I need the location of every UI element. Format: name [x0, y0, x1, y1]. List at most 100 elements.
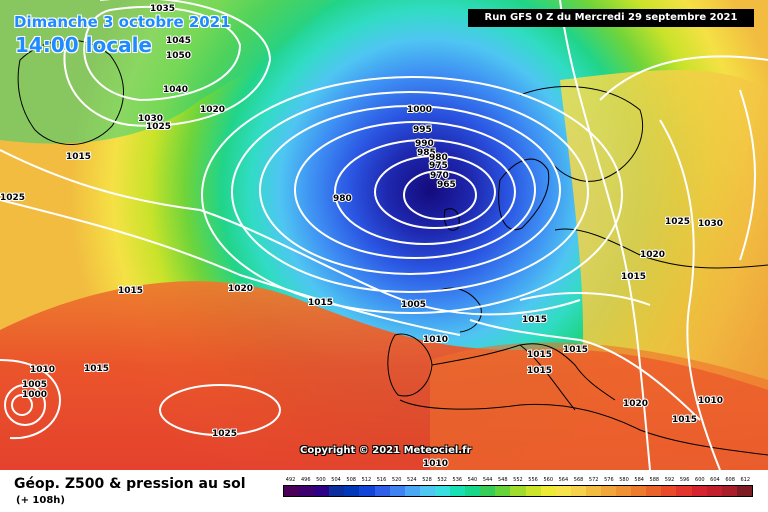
isobar-labels: 1035 1045 1050 1040 1030 1025 1020 1015 …	[0, 3, 724, 470]
isobar-label: 1005	[22, 380, 47, 390]
isobar-label: 1010	[423, 459, 448, 469]
color-scale-label: 556	[528, 477, 538, 483]
isobar-label: 1035	[150, 4, 175, 14]
color-scale-swatch	[284, 486, 300, 496]
color-scale-label: 524	[407, 477, 417, 483]
color-scale-swatch	[480, 486, 496, 496]
color-scale-swatch	[359, 486, 375, 496]
color-scale-label: 600	[695, 477, 705, 483]
color-scale-swatch	[540, 486, 556, 496]
color-scale-swatch	[404, 486, 420, 496]
isobar-label: 1010	[30, 365, 55, 375]
isobar-label: 1005	[401, 300, 426, 310]
color-scale-label: 592	[664, 477, 675, 483]
color-scale-label: 528	[422, 477, 432, 483]
color-scale-label: 568	[573, 477, 584, 483]
color-scale-swatch	[299, 486, 315, 496]
color-scale-label: 516	[376, 477, 387, 483]
color-scale-swatch	[510, 486, 526, 496]
color-scale-swatch	[525, 486, 541, 496]
isobar-label: 1015	[527, 366, 552, 376]
color-scale-swatch	[314, 486, 330, 496]
isobar-label: 1030	[138, 114, 163, 124]
color-scale-swatch	[616, 486, 632, 496]
color-scale-label: 596	[679, 477, 690, 483]
color-scale-label: 504	[331, 477, 341, 483]
color-scale-swatch	[495, 486, 511, 496]
color-scale-label: 548	[497, 477, 508, 483]
isobar-label: 1020	[623, 399, 648, 409]
isobar-label: 980	[333, 194, 352, 204]
color-scale: 492 496 500 504 508 512 516 520 524 528 532 536 540 5…	[283, 477, 753, 497]
color-scale-label: 496	[300, 477, 311, 483]
color-scale-swatch	[631, 486, 647, 496]
color-scale-labels: 492 496 500 504 508 512 516 520 524 528 532 536 540 5…	[283, 477, 753, 483]
isobar-label: 1025	[665, 217, 690, 227]
color-scale-label: 536	[452, 477, 463, 483]
color-scale-swatch	[676, 486, 692, 496]
color-scale-label: 612	[740, 477, 751, 483]
color-scale-label: 508	[346, 477, 356, 483]
isobar-label: 975	[429, 161, 448, 171]
color-scale-swatch	[465, 486, 481, 496]
color-scale-swatch	[661, 486, 677, 496]
color-scale-label: 580	[619, 477, 629, 483]
isobar-label: 1025	[212, 429, 237, 439]
color-scale-label: 532	[437, 477, 447, 483]
isobar-label: 1015	[522, 315, 547, 325]
isobar-label: 1050	[166, 51, 191, 61]
isobar-label: 1015	[308, 298, 333, 308]
color-scale-swatch	[329, 486, 345, 496]
color-scale-label: 588	[649, 477, 660, 483]
color-scale-label: 604	[710, 477, 720, 483]
isobar-label: 1015	[66, 152, 91, 162]
isobar-label: 1010	[698, 396, 723, 406]
isobar-label: 1020	[200, 105, 225, 115]
color-scale-swatch	[736, 486, 752, 496]
color-scale-swatch	[706, 486, 722, 496]
isobar-label: 1025	[0, 193, 25, 203]
color-scale-swatch	[344, 486, 360, 496]
color-scale-label: 608	[725, 477, 735, 483]
color-scale-swatch	[570, 486, 586, 496]
color-scale-swatch	[585, 486, 601, 496]
color-scale-label: 572	[588, 477, 599, 483]
isobar-label: 1015	[563, 345, 588, 355]
isobar-label: 1045	[166, 36, 191, 46]
forecast-lead-time: (+ 108h)	[16, 495, 65, 506]
legend-footer: Géop. Z500 & pression au sol (+ 108h) 49…	[0, 470, 768, 512]
isobar-label: 995	[413, 125, 432, 135]
color-scale-label: 544	[482, 477, 493, 483]
color-scale-label: 560	[543, 477, 553, 483]
date-title: Dimanche 3 octobre 2021	[14, 13, 231, 31]
color-scale-label: 564	[558, 477, 569, 483]
copyright-notice: Copyright © 2021 Meteociel.fr	[300, 445, 472, 456]
isobar-label: 1015	[84, 364, 109, 374]
isobar-label: 1000	[22, 390, 47, 400]
run-info-banner: Run GFS 0 Z du Mercredi 29 septembre 202…	[468, 9, 754, 27]
color-scale-label: 520	[391, 477, 402, 483]
color-scale-swatch	[646, 486, 662, 496]
isobar-label: 1030	[698, 219, 723, 229]
color-scale-bar	[283, 485, 753, 497]
color-scale-swatch	[721, 486, 737, 496]
isobar-label: 965	[437, 180, 456, 190]
color-scale-label: 576	[604, 477, 614, 483]
isobar-label: 1000	[407, 105, 432, 115]
isobar-label: 980	[429, 153, 448, 163]
isobar-label: 970	[430, 171, 449, 181]
color-scale-label: 492	[285, 477, 296, 483]
isobar-label: 1015	[527, 350, 552, 360]
isobar-label: 1020	[228, 284, 253, 294]
legend-title: Géop. Z500 & pression au sol	[14, 476, 246, 492]
color-scale-swatch	[374, 486, 390, 496]
coastlines	[17, 39, 768, 456]
color-scale-label: 584	[634, 477, 644, 483]
color-scale-label: 540	[467, 477, 478, 483]
isobar-label: 1040	[163, 85, 188, 95]
isobar-label: 1025	[146, 122, 171, 132]
forecast-map: 1035 1045 1050 1040 1030 1025 1020 1015 …	[0, 0, 768, 470]
color-scale-label: 552	[513, 477, 523, 483]
field-north-band	[0, 0, 330, 144]
